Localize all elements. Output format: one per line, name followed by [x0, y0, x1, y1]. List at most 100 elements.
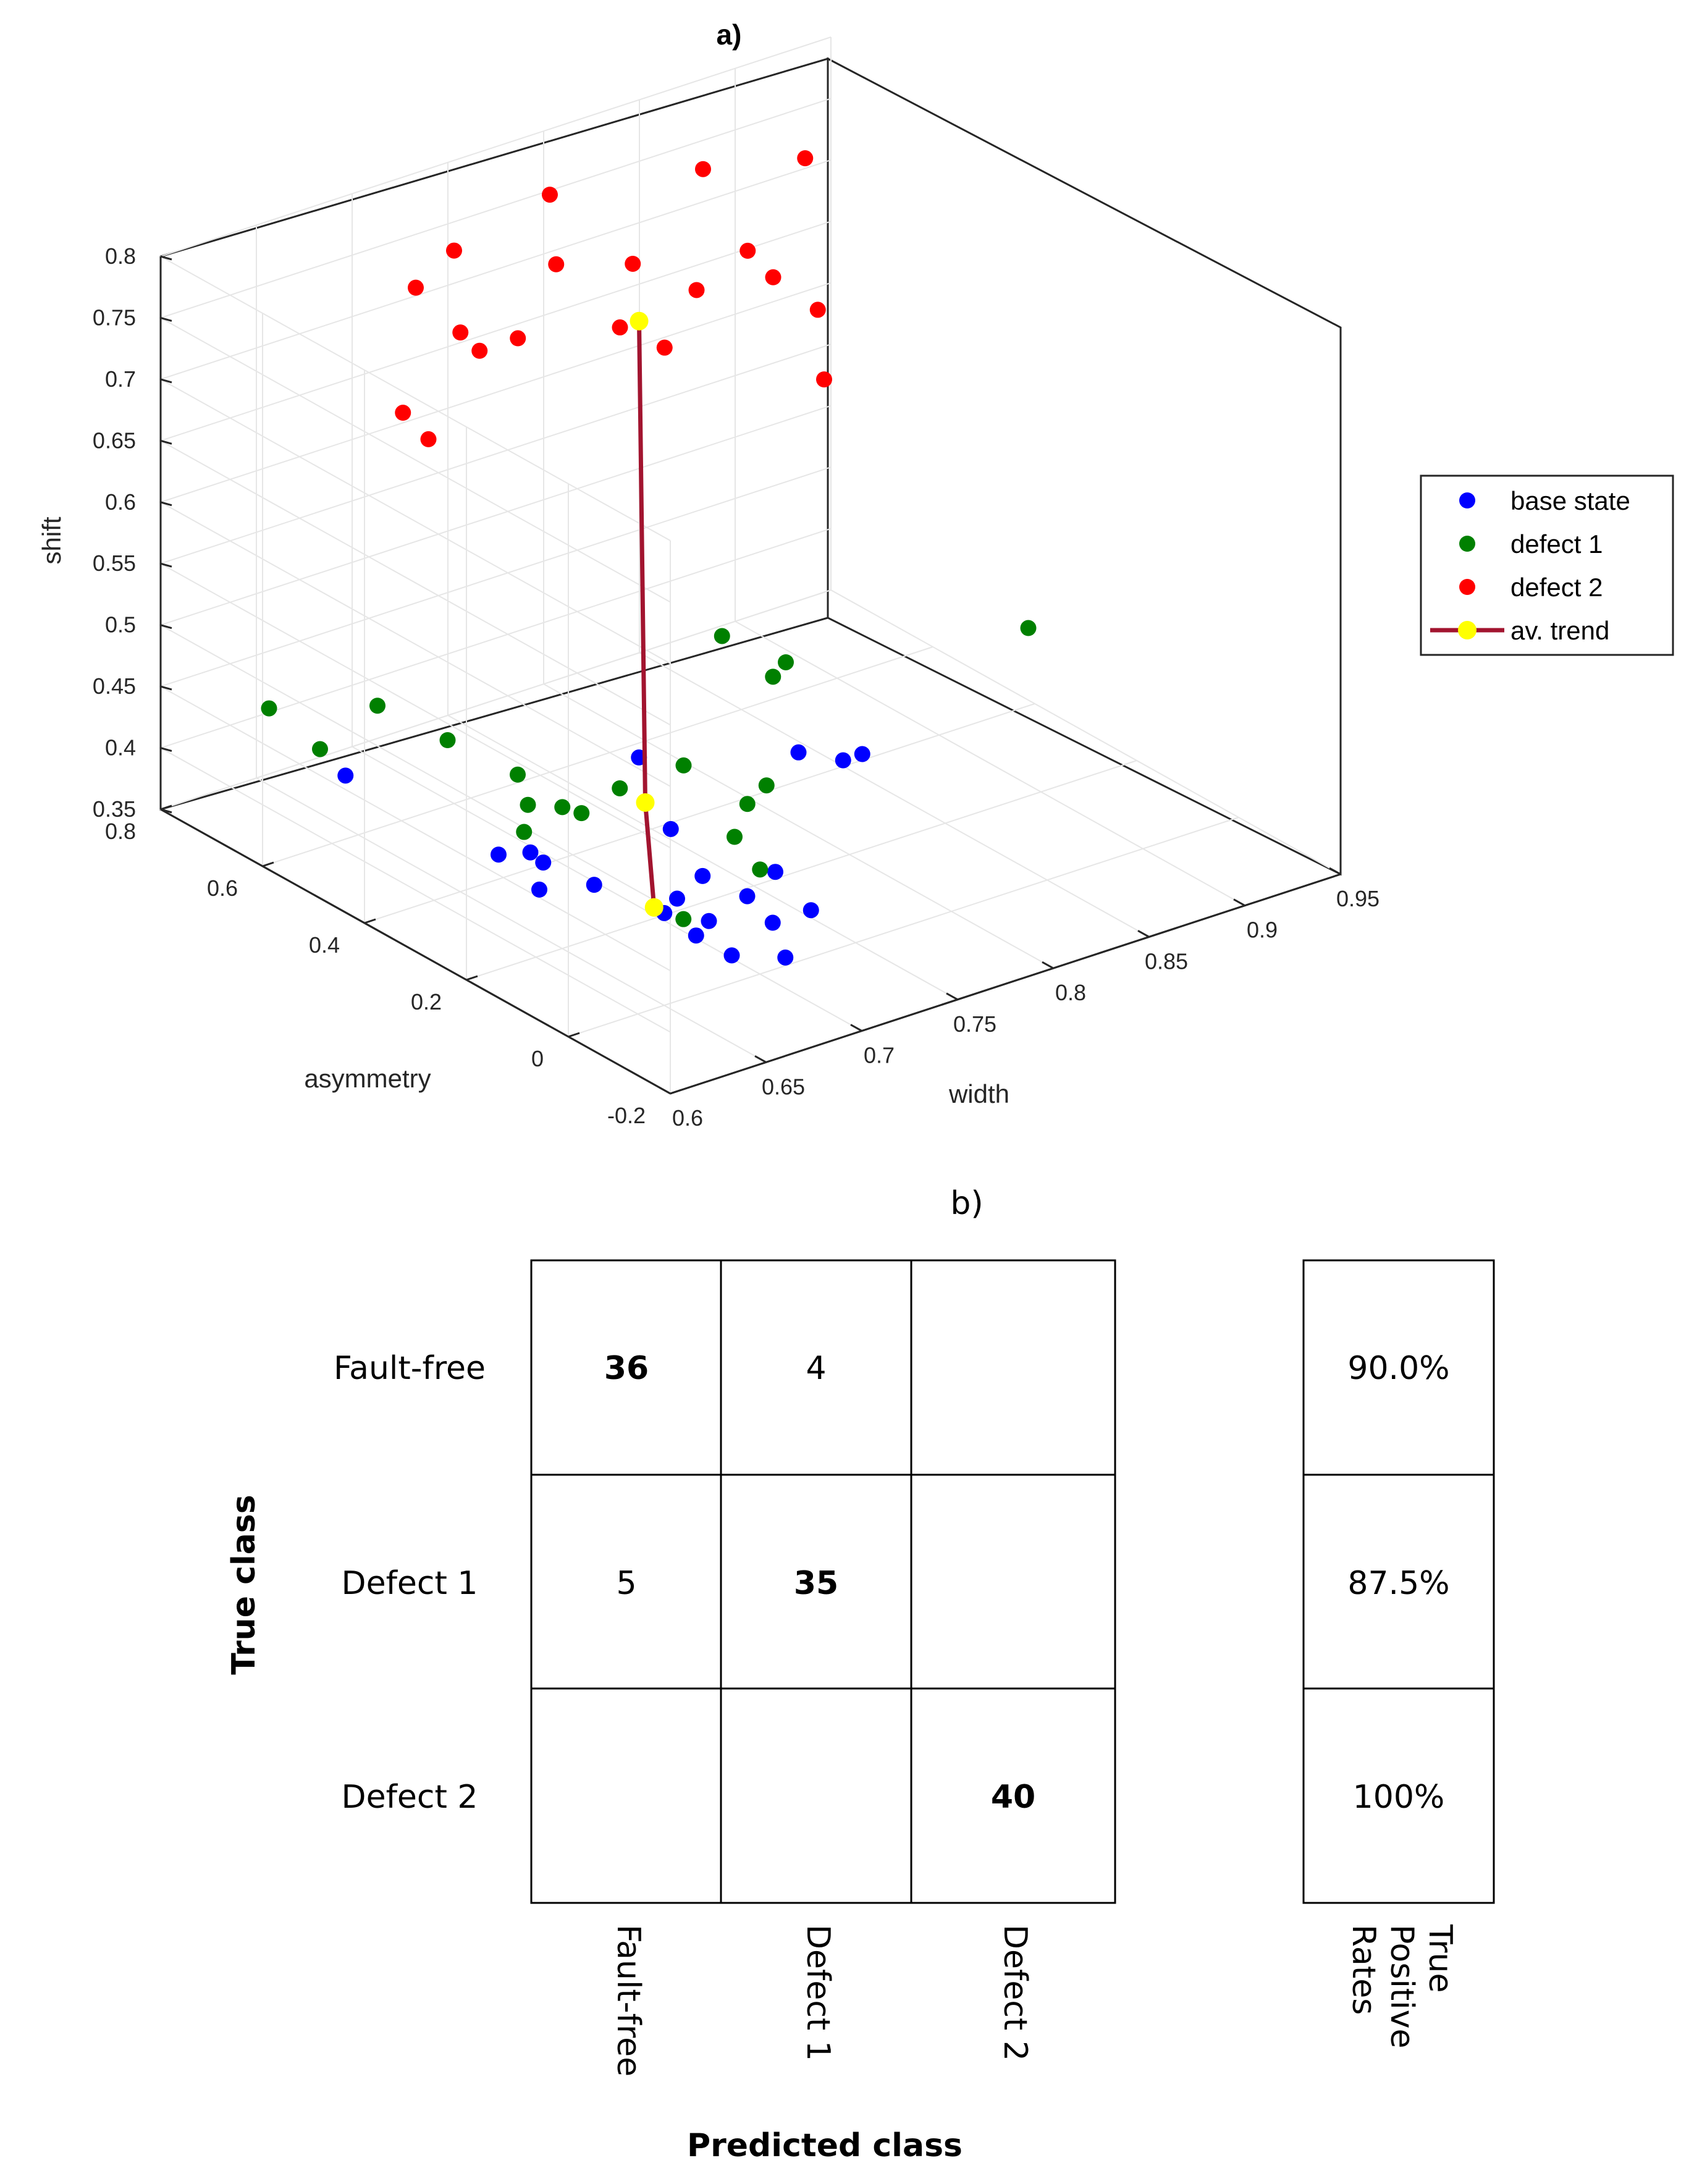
data-point-defect-1	[758, 777, 775, 794]
data-point-defect-1	[312, 741, 328, 757]
data-point-defect-1	[554, 799, 571, 816]
data-point-defect-2	[548, 256, 565, 272]
data-point-base-state	[835, 752, 851, 769]
tick-mark-x	[754, 1055, 767, 1063]
data-point-defect-2	[688, 282, 705, 298]
data-point-defect-2	[395, 405, 411, 421]
data-point-defect-1	[1020, 620, 1037, 636]
tick-mark-x	[850, 1024, 862, 1032]
data-point-base-state	[669, 890, 685, 907]
data-point-base-state	[535, 854, 552, 871]
data-marks	[261, 150, 1037, 966]
tick-label-y: 0.8	[105, 819, 136, 844]
tick-label-y: 0.4	[309, 932, 340, 958]
legend-marker-defect-1	[1459, 536, 1475, 552]
data-point-defect-2	[695, 161, 711, 177]
legend-label-defect-2: defect 2	[1510, 573, 1603, 602]
data-point-defect-2	[612, 319, 628, 335]
tick-label-z: 0.4	[105, 735, 136, 761]
tick-label-z: 0.75	[93, 305, 136, 330]
legend-label-defect-1: defect 1	[1510, 529, 1603, 559]
tick-mark-z	[160, 562, 172, 568]
data-point-base-state	[767, 864, 783, 880]
data-point-base-state	[803, 902, 819, 919]
data-point-defect-2	[510, 330, 526, 347]
tick-mark-y	[160, 804, 172, 811]
data-point-defect-2	[542, 187, 558, 203]
data-point-base-state	[777, 949, 794, 966]
trend-point	[644, 898, 664, 917]
axis-label-y: asymmetry	[304, 1064, 431, 1093]
data-point-defect-1	[510, 766, 526, 783]
rates-header-line: True	[1422, 1924, 1459, 1992]
data-point-defect-2	[408, 279, 424, 296]
tick-label-z: 0.6	[105, 489, 136, 515]
data-point-base-state	[662, 820, 679, 837]
data-point-defect-2	[797, 150, 814, 167]
data-point-base-state	[694, 867, 711, 884]
tick-mark-x	[1329, 867, 1341, 875]
data-point-defect-1	[612, 780, 628, 796]
legend-marker-defect-2	[1459, 579, 1475, 595]
data-point-base-state	[790, 744, 807, 761]
confusion-matrix: b) Fault-free Defect 1 Defect 2 36 4 5 3…	[225, 1185, 1495, 2164]
data-point-defect-1	[752, 861, 769, 878]
tick-mark-x	[1233, 898, 1245, 907]
data-point-base-state	[337, 767, 354, 784]
rates-header: TruePositiveRates	[1345, 1924, 1459, 2048]
data-point-base-state	[764, 914, 781, 931]
data-point-defect-1	[573, 805, 590, 822]
scatter3d-plot: a) 0.60.650.70.750.80.850.90.95-0.200.20…	[37, 19, 1674, 1131]
cell-2-2: 40	[991, 1779, 1035, 1816]
tick-mark-z	[160, 747, 172, 753]
data-point-base-state	[688, 927, 704, 944]
tick-mark-y	[568, 1032, 580, 1038]
data-point-defect-1	[714, 628, 730, 644]
data-point-defect-2	[420, 431, 437, 447]
data-point-defect-2	[816, 371, 832, 388]
rate-defect-1: 87.5%	[1347, 1565, 1449, 1602]
data-point-defect-2	[809, 301, 826, 318]
tick-label-y: 0.2	[411, 989, 442, 1014]
data-point-base-state	[854, 746, 870, 762]
data-point-base-state	[701, 913, 717, 929]
cell-0-1: 4	[806, 1350, 826, 1387]
panel-a-title: a)	[717, 19, 742, 51]
data-point-defect-2	[625, 255, 641, 272]
row-label-fault-free: Fault-free	[334, 1350, 486, 1387]
data-point-base-state	[522, 844, 539, 861]
legend-label-base-state: base state	[1510, 486, 1630, 515]
tick-label-y: 0.6	[207, 875, 238, 901]
trend-point	[636, 793, 655, 812]
tick-label-z: 0.55	[93, 550, 136, 576]
tick-mark-z	[160, 685, 172, 691]
row-label-defect-2: Defect 2	[342, 1779, 478, 1816]
data-point-defect-1	[261, 700, 277, 717]
data-point-defect-1	[765, 668, 781, 685]
matrix-grid	[530, 1259, 1116, 1904]
trend-point	[630, 311, 649, 331]
tick-label-z: 0.35	[93, 796, 136, 822]
data-point-defect-1	[778, 654, 794, 670]
axis-title-predicted-class: Predicted class	[687, 2127, 963, 2164]
rates-header-line: Positive	[1383, 1925, 1420, 2048]
tick-mark-y	[670, 1089, 682, 1095]
tick-mark-y	[364, 918, 376, 924]
tick-label-z: 0.65	[93, 428, 136, 453]
tick-label-x: 0.8	[1055, 980, 1086, 1005]
tick-mark-y	[466, 975, 478, 981]
cell-0-0: 36	[604, 1350, 649, 1387]
legend-marker-av-trend	[1458, 621, 1477, 639]
data-point-defect-2	[446, 242, 462, 259]
row-label-defect-1: Defect 1	[342, 1565, 478, 1602]
axis-label-x: width	[948, 1079, 1009, 1108]
tick-mark-x	[1042, 961, 1054, 969]
back-wall-xz	[827, 57, 1342, 876]
tick-label-x: 0.6	[672, 1105, 703, 1131]
legend-label-av-trend: av. trend	[1510, 616, 1609, 645]
col-label-defect-2: Defect 2	[996, 1925, 1034, 2061]
tick-mark-z	[160, 624, 172, 630]
tick-label-x: 0.85	[1145, 948, 1188, 974]
tick-mark-z	[160, 255, 172, 261]
rate-fault-free: 90.0%	[1347, 1350, 1449, 1387]
